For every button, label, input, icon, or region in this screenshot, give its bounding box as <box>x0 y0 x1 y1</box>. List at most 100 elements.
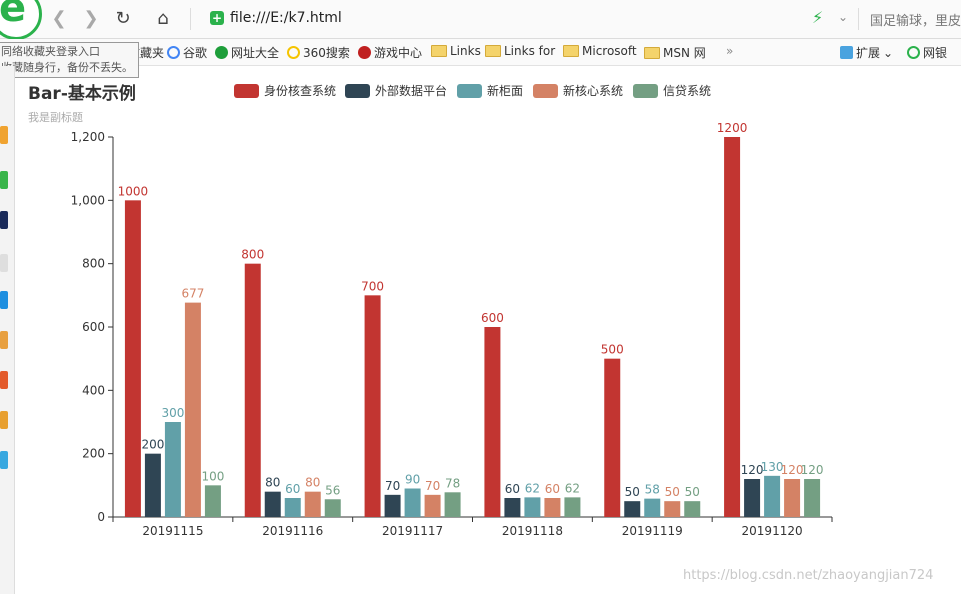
bar <box>124 200 141 518</box>
legend-item[interactable]: 新柜面 <box>457 82 523 99</box>
bar-value-label: 70 <box>385 479 400 493</box>
bar-value-label: 120 <box>741 463 764 477</box>
bar <box>384 494 401 517</box>
bar <box>324 499 341 517</box>
bar-value-label: 300 <box>161 406 184 420</box>
bar-value-label: 50 <box>625 485 640 499</box>
chevron-down-icon[interactable]: ⌄ <box>838 10 849 24</box>
bookmark-item[interactable]: Links <box>431 44 481 58</box>
bar-value-label: 58 <box>645 483 660 497</box>
bar-value-label: 600 <box>481 311 504 325</box>
bar-value-label: 120 <box>781 463 804 477</box>
bar-value-label: 60 <box>285 482 300 496</box>
bar-value-label: 60 <box>505 482 520 496</box>
chevron-down-icon: ⌄ <box>883 45 894 60</box>
bar <box>524 497 541 517</box>
extensions-button[interactable]: 扩展 ⌄ <box>840 44 893 61</box>
back-icon[interactable]: ❮ <box>51 8 67 29</box>
bar <box>544 498 561 517</box>
bar-value-label: 500 <box>601 343 624 357</box>
bar <box>644 498 661 517</box>
search-input[interactable]: 国足输球，里皮 <box>870 14 961 29</box>
bar <box>424 494 441 517</box>
legend-label: 新柜面 <box>487 84 524 98</box>
y-tick-label: 1,000 <box>71 193 105 207</box>
more-bookmarks-button[interactable]: » <box>726 44 734 58</box>
bookmark-item[interactable]: 游戏中心 <box>358 44 422 61</box>
secure-page-icon[interactable]: + <box>210 11 224 25</box>
sidebar-app-icon[interactable] <box>0 411 8 429</box>
x-tick-label: 20191119 <box>622 524 683 538</box>
x-tick-label: 20191117 <box>382 524 443 538</box>
bar-value-label: 120 <box>801 463 824 477</box>
bar-value-label: 80 <box>265 476 280 490</box>
legend-swatch <box>457 83 482 98</box>
bar <box>724 137 741 517</box>
sidebar-app-icon[interactable] <box>0 371 8 389</box>
y-tick-label: 1,200 <box>71 130 105 144</box>
sidebar-app-icon[interactable] <box>0 126 8 144</box>
watermark: https://blog.csdn.net/zhaoyangjian724 <box>683 568 934 583</box>
folder-icon <box>563 45 579 57</box>
bookmark-label: Links for <box>504 44 556 58</box>
bar-value-label: 70 <box>425 479 440 493</box>
x-tick-label: 20191115 <box>142 524 203 538</box>
bar <box>484 327 501 517</box>
bookmarks-bar: 机收藏夹 谷歌 网址大全 360搜索 游戏中心 Links Links for … <box>0 39 961 66</box>
bookmark-label: MSN 网 <box>663 46 706 60</box>
bookmark-label: 游戏中心 <box>374 46 423 60</box>
bar <box>244 263 261 517</box>
bar-value-label: 130 <box>761 460 784 474</box>
legend-label: 外部数据平台 <box>375 84 448 98</box>
sidebar-app-icon[interactable] <box>0 331 8 349</box>
sidebar-app-icon[interactable] <box>0 211 8 229</box>
legend-item[interactable]: 外部数据平台 <box>345 82 447 99</box>
home-icon[interactable]: ⌂ <box>157 8 169 29</box>
x-tick-label: 20191116 <box>262 524 323 538</box>
y-tick-label: 200 <box>82 447 105 461</box>
bookmark-item[interactable]: Microsoft <box>563 44 637 58</box>
bar-value-label: 200 <box>141 438 164 452</box>
bookmark-item[interactable]: 谷歌 <box>167 44 207 61</box>
reload-icon[interactable]: ↻ <box>115 8 131 29</box>
sidebar-app-icon[interactable] <box>0 254 8 272</box>
bar <box>204 485 221 517</box>
bank-label: 网银 <box>923 46 948 60</box>
bookmark-item[interactable]: Links for <box>485 44 555 58</box>
browser-toolbar: e ❮ ❯ ↻ ⌂ + file:///E:/k7.html ⚡ ⌄ 国足输球，… <box>0 0 961 40</box>
bar-value-label: 56 <box>325 483 340 497</box>
sidebar-app-icon[interactable] <box>0 171 8 189</box>
y-tick-label: 400 <box>82 383 105 397</box>
bar <box>304 491 321 517</box>
y-tick-label: 600 <box>82 320 105 334</box>
bar <box>444 492 461 517</box>
folder-icon <box>485 45 501 57</box>
bookmark-label: 360搜索 <box>303 46 350 60</box>
sidebar-app-icon[interactable] <box>0 291 8 309</box>
bookmark-item[interactable]: 360搜索 <box>287 44 350 61</box>
bookmark-item[interactable]: MSN 网 <box>644 44 706 61</box>
bar-value-label: 677 <box>181 287 204 301</box>
lightning-icon[interactable]: ⚡ <box>812 8 824 27</box>
bar-value-label: 80 <box>305 476 320 490</box>
address-bar[interactable]: file:///E:/k7.html <box>230 10 342 26</box>
bar-value-label: 50 <box>685 485 700 499</box>
legend-item[interactable]: 身份核查系统 <box>234 82 336 99</box>
forward-icon[interactable]: ❯ <box>83 8 99 29</box>
google-icon <box>167 46 180 59</box>
bar <box>604 358 621 517</box>
bar <box>284 498 301 517</box>
extensions-icon <box>840 46 853 59</box>
legend-label: 新核心系统 <box>563 84 624 98</box>
bookmark-item[interactable]: 网址大全 <box>215 44 279 61</box>
bar <box>784 479 801 517</box>
legend-item[interactable]: 信贷系统 <box>633 82 711 99</box>
web-icon <box>215 46 228 59</box>
legend-swatch <box>633 83 658 98</box>
tooltip-line: 收藏随身行，备份不丢失。 <box>1 61 133 74</box>
bank-button[interactable]: 网银 <box>907 44 947 61</box>
tooltip-line: 同络收藏夹登录入口 <box>1 45 100 58</box>
sidebar-app-icon[interactable] <box>0 451 8 469</box>
legend-item[interactable]: 新核心系统 <box>533 82 623 99</box>
chart-title: Bar-基本示例 <box>28 84 136 104</box>
